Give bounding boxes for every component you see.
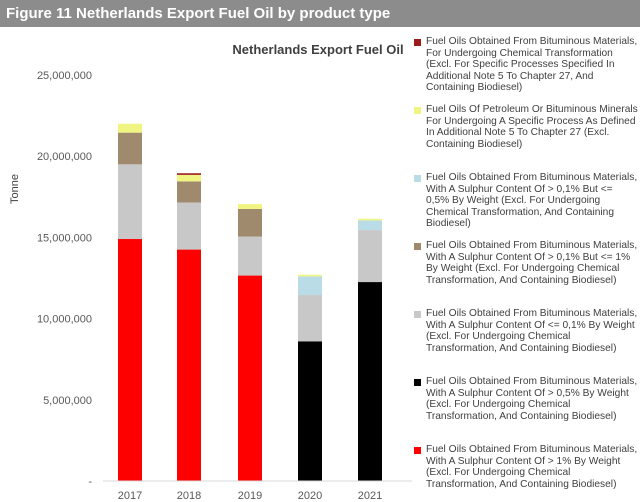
bar-segment: [298, 341, 322, 481]
x-tick-label: 2017: [118, 490, 142, 502]
x-tick-label: 2020: [298, 490, 322, 502]
y-axis-label: Tonne: [9, 174, 21, 204]
legend-swatch: [414, 447, 421, 454]
legend-item: Fuel Oils Obtained From Bituminous Mater…: [414, 444, 638, 490]
legend-swatch: [414, 175, 421, 182]
bar-segment: [118, 132, 142, 165]
x-tick-label: 2021: [358, 490, 382, 502]
bar-segment: [238, 208, 262, 237]
bar-segment: [118, 239, 142, 481]
legend-label: Fuel Oils Obtained From Bituminous Mater…: [426, 172, 638, 230]
legend-item: Fuel Oils Obtained From Bituminous Mater…: [414, 240, 638, 286]
legend-label: Fuel Oils Obtained From Bituminous Mater…: [426, 308, 638, 354]
x-axis-ticks: 2017 2018 2019 2020 2021: [118, 490, 382, 502]
stacked-bar-chart: Netherlands Export Fuel Oil Tonne - 5,000…: [9, 42, 412, 502]
y-axis-ticks: - 5,000,000 10,000,000 15,000,000 20,000,000…: [37, 70, 92, 488]
legend-label: Fuel Oils Obtained From Bituminous Mater…: [426, 444, 638, 490]
legend-swatch: [414, 243, 421, 250]
legend-item: Fuel Oils Obtained From Bituminous Mater…: [414, 172, 638, 230]
bar-segment: [298, 274, 322, 277]
chart-title: Netherlands Export Fuel Oil: [232, 42, 403, 57]
bar-segment: [238, 236, 262, 276]
legend-swatch: [414, 39, 421, 46]
bar-segment: [238, 204, 262, 209]
legend-item: Fuel Oils Of Petroleum Or Bituminous Min…: [414, 104, 638, 150]
bars: [118, 123, 382, 481]
bar-segment: [238, 275, 262, 481]
legend-swatch: [414, 107, 421, 114]
y-tick-label: 15,000,000: [37, 232, 92, 244]
bar-segment: [358, 282, 382, 481]
legend-item: Fuel Oils Obtained From Bituminous Mater…: [414, 36, 638, 94]
figure-title: Figure 11 Netherlands Export Fuel Oil by…: [0, 0, 640, 27]
bar-segment: [177, 181, 201, 203]
bar-segment: [298, 295, 322, 342]
legend-label: Fuel Oils Obtained From Bituminous Mater…: [426, 36, 638, 94]
legend-label: Fuel Oils Obtained From Bituminous Mater…: [426, 376, 638, 422]
bar-segment: [358, 218, 382, 221]
legend-item: Fuel Oils Obtained From Bituminous Mater…: [414, 376, 638, 422]
legend-swatch: [414, 311, 421, 318]
legend-swatch: [414, 379, 421, 386]
bar-segment: [177, 173, 201, 175]
x-tick-label: 2019: [238, 490, 262, 502]
y-tick-label: 25,000,000: [37, 70, 92, 82]
y-tick-label: 20,000,000: [37, 151, 92, 163]
bar-segment: [118, 123, 142, 133]
legend-item: Fuel Oils Obtained From Bituminous Mater…: [414, 308, 638, 354]
bar-segment: [177, 174, 201, 182]
bar-segment: [358, 220, 382, 231]
legend-label: Fuel Oils Of Petroleum Or Bituminous Min…: [426, 104, 638, 150]
bar-segment: [177, 249, 201, 481]
y-tick-label: -: [88, 476, 92, 488]
bar-segment: [177, 202, 201, 250]
y-tick-label: 10,000,000: [37, 314, 92, 326]
bar-segment: [118, 164, 142, 240]
bar-segment: [358, 230, 382, 283]
y-tick-label: 5,000,000: [43, 395, 92, 407]
legend-label: Fuel Oils Obtained From Bituminous Mater…: [426, 240, 638, 286]
x-tick-label: 2018: [177, 490, 201, 502]
bar-segment: [298, 276, 322, 296]
